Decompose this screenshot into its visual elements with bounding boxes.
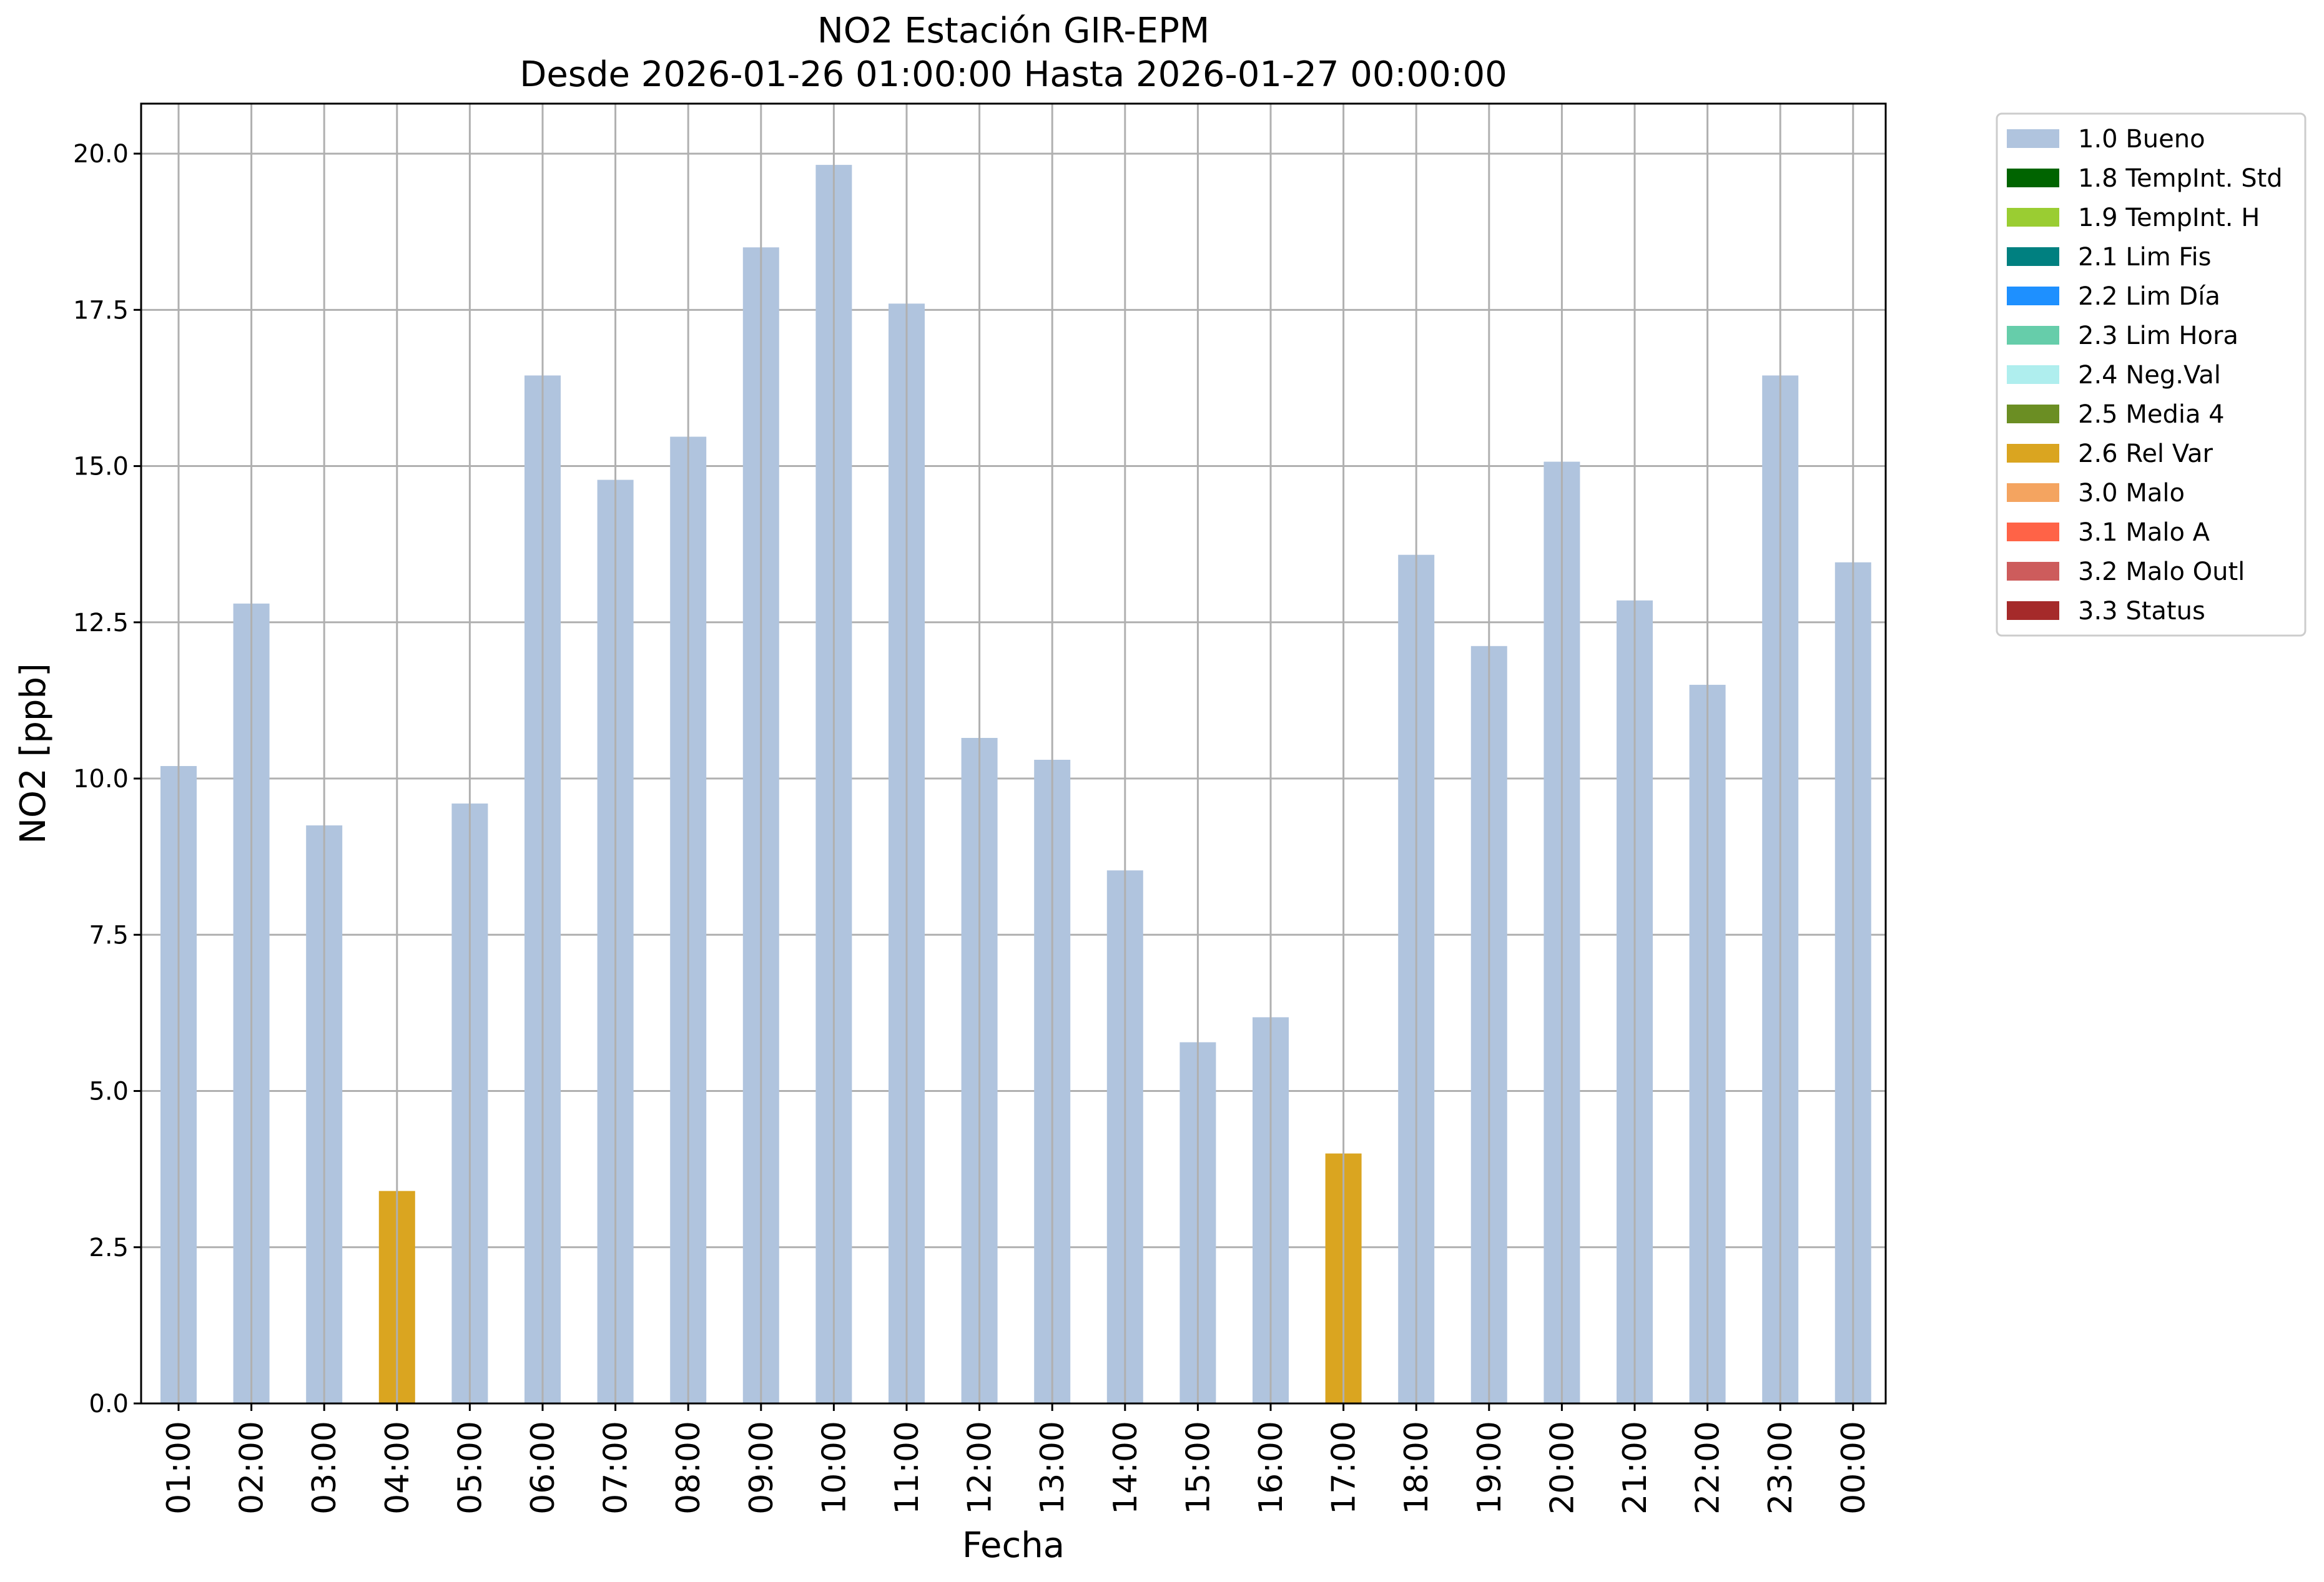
y-tick-label: 7.5 [89,921,129,950]
legend-label: 1.0 Bueno [2078,125,2205,154]
legend-swatch [2007,562,2059,581]
x-tick-label: 05:00 [451,1421,489,1515]
legend-label: 2.2 Lim Día [2078,282,2220,311]
x-tick-label: 13:00 [1034,1421,1071,1515]
x-tick-label: 04:00 [379,1421,416,1515]
y-tick-label: 2.5 [89,1234,129,1262]
x-tick-label: 20:00 [1544,1421,1581,1515]
chart-title: NO2 Estación GIR-EPM [817,11,1209,51]
legend-label: 1.9 TempInt. H [2078,204,2260,232]
legend-swatch [2007,208,2059,227]
legend-label: 2.5 Media 4 [2078,400,2225,429]
x-tick-label: 19:00 [1471,1421,1509,1515]
x-tick-label: 18:00 [1398,1421,1435,1515]
y-axis-label: NO2 [ppb] [13,663,54,844]
legend: 1.0 Bueno 1.8 TempInt. Std 1.9 TempInt. H 2… [1996,112,2307,637]
vertical-grid-lines [177,104,1854,1403]
y-axis-ticks: 0.0 2.5 5.0 7.5 10.0 12.5 15.0 17.5 20.0 [73,140,141,1418]
legend-swatch [2007,247,2059,266]
x-tick-label: 00:00 [1835,1421,1873,1515]
legend-label: 2.3 Lim Hora [2078,322,2238,350]
plot-frame [140,102,1887,1405]
legend-swatch [2007,483,2059,502]
y-tick-label: 17.5 [73,296,129,325]
x-tick-label: 07:00 [598,1421,635,1515]
y-tick-label: 20.0 [73,140,129,169]
x-tick-label: 10:00 [815,1421,853,1515]
x-tick-label: 14:00 [1107,1421,1145,1515]
x-tick-label: 01:00 [160,1421,198,1515]
x-tick-label: 11:00 [889,1421,926,1515]
legend-label: 2.4 Neg.Val [2078,361,2221,390]
x-tick-label: 23:00 [1762,1421,1800,1515]
grid-lines [141,152,1886,1405]
y-tick-label: 0.0 [89,1390,129,1418]
x-tick-label: 08:00 [670,1421,707,1515]
y-tick-label: 15.0 [73,453,129,481]
legend-label: 2.6 Rel Var [2078,440,2213,468]
legend-swatch [2007,326,2059,345]
x-tick-label: 17:00 [1326,1421,1363,1515]
chart-subtitle: Desde 2026-01-26 01:00:00 Hasta 2026-01-… [519,54,1507,95]
x-tick-label: 03:00 [306,1421,343,1515]
x-axis-ticks: 01:00 02:00 03:00 04:00 05:00 06:00 07:00 08:00… [160,1403,1873,1515]
legend-swatch [2007,365,2059,384]
x-tick-label: 06:00 [524,1421,562,1515]
legend-label: 2.1 Lim Fis [2078,243,2211,272]
x-tick-label: 22:00 [1690,1421,1727,1515]
y-tick-label: 10.0 [73,765,129,793]
legend-label: 1.8 TempInt. Std [2078,164,2283,193]
bars [160,165,1871,1404]
legend-swatch [2007,129,2059,148]
legend-label: 3.0 Malo [2078,479,2185,508]
legend-swatch [2007,523,2059,541]
x-tick-label: 21:00 [1617,1421,1654,1515]
y-tick-label: 5.0 [89,1078,129,1106]
x-tick-label: 12:00 [962,1421,999,1515]
legend-swatch [2007,169,2059,187]
legend-swatch [2007,405,2059,423]
legend-swatch [2007,444,2059,463]
legend-label: 3.1 Malo A [2078,518,2210,547]
x-tick-label: 16:00 [1253,1421,1290,1515]
y-tick-label: 12.5 [73,609,129,637]
x-tick-label: 02:00 [234,1421,271,1515]
legend-swatch [2007,287,2059,305]
legend-label: 3.3 Status [2078,597,2205,626]
x-tick-label: 15:00 [1179,1421,1217,1515]
legend-swatch [2007,601,2059,620]
x-tick-label: 09:00 [743,1421,780,1515]
legend-box [1996,112,2307,637]
legend-label: 3.2 Malo Outl [2078,558,2245,586]
x-axis-label: Fecha [962,1525,1065,1566]
